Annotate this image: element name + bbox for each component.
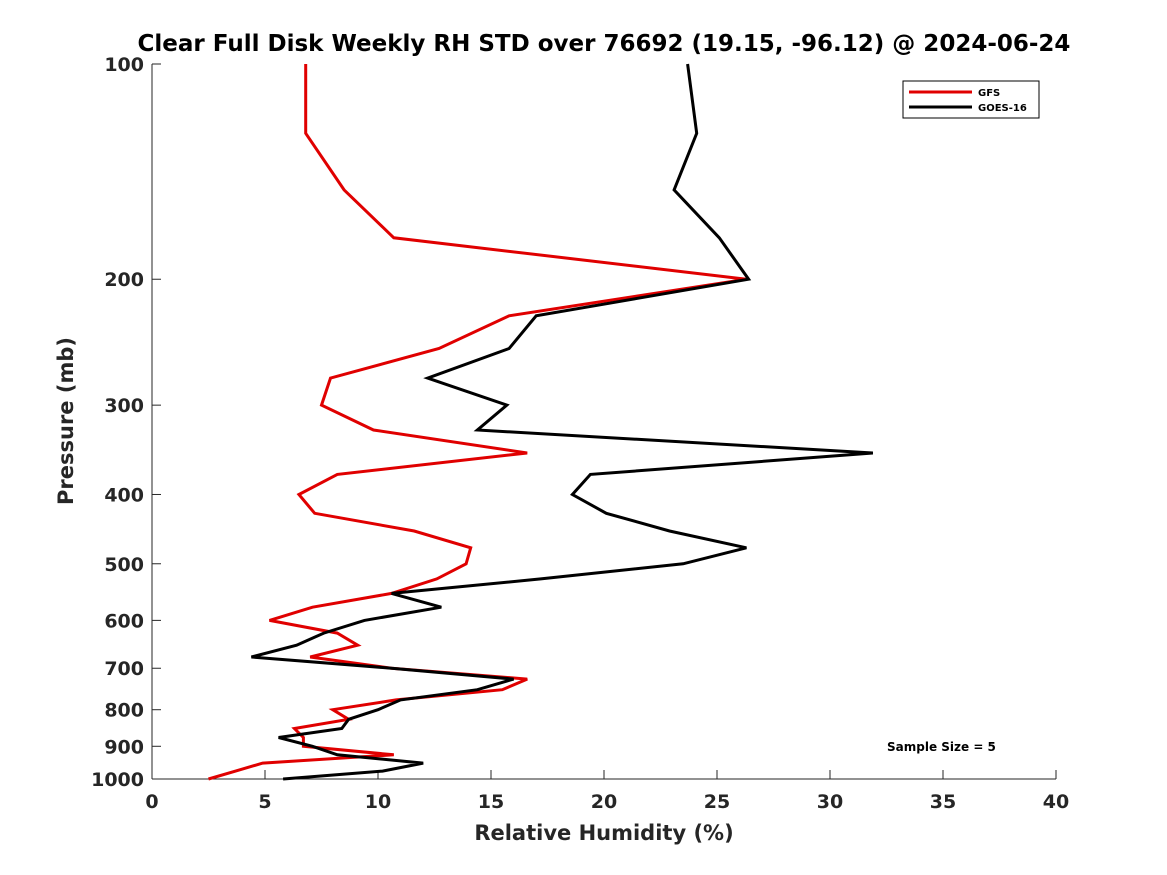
x-tick-label: 5 (258, 791, 271, 813)
y-tick-label: 900 (104, 736, 144, 758)
x-tick-label: 25 (704, 791, 730, 813)
x-tick-label: 10 (365, 791, 391, 813)
y-tick-label: 100 (104, 54, 144, 76)
y-ticks: 100 200 300 400 500 600 700 800 900 1000 (91, 54, 161, 791)
legend-box (902, 80, 1040, 119)
y-tick-label: 600 (104, 610, 144, 632)
x-tick-label: 30 (817, 791, 843, 813)
sample-size-annotation: Sample Size = 5 (887, 740, 996, 754)
y-tick-label: 200 (104, 269, 144, 291)
y-tick-label: 800 (104, 700, 144, 722)
x-tick-label: 0 (145, 791, 158, 813)
x-tick-label: 40 (1043, 791, 1069, 813)
series-lines (208, 63, 874, 781)
legend: GFS GOES-16 (902, 80, 1040, 119)
chart-title: Clear Full Disk Weekly RH STD over 76692… (138, 31, 1071, 57)
y-tick-label: 400 (104, 484, 144, 506)
x-tick-label: 35 (930, 791, 956, 813)
x-ticks: 0 5 10 15 20 25 30 35 40 (145, 770, 1069, 813)
x-tick-label: 20 (591, 791, 617, 813)
legend-label-goes-16: GOES-16 (978, 103, 1027, 114)
x-tick-label: 15 (478, 791, 504, 813)
y-tick-label: 500 (104, 554, 144, 576)
y-tick-label: 300 (104, 395, 144, 417)
x-axis-label: Relative Humidity (%) (474, 821, 733, 845)
y-tick-label: 700 (104, 658, 144, 680)
series-line-goes-16 (251, 63, 874, 781)
y-tick-label: 1000 (91, 769, 144, 791)
y-axis-label: Pressure (mb) (54, 337, 78, 505)
legend-label-gfs: GFS (978, 88, 1000, 99)
